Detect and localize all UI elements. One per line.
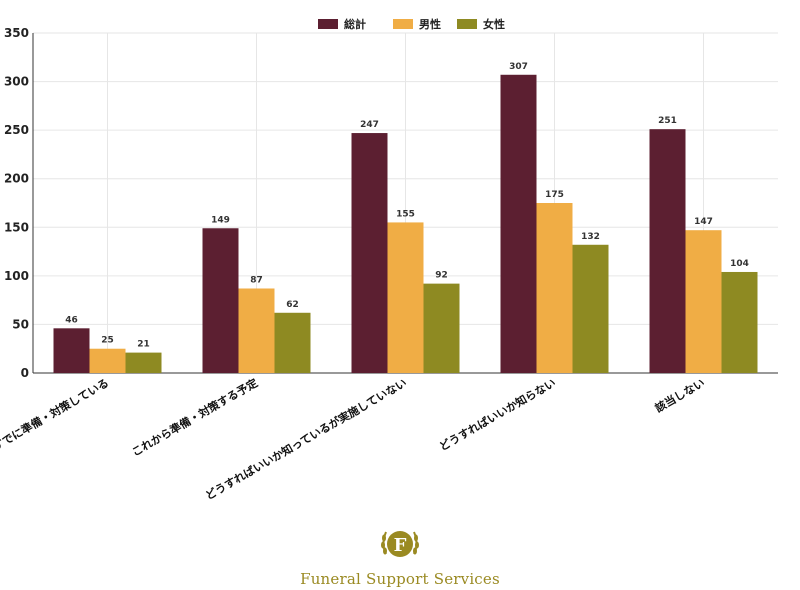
data-label: 149	[211, 215, 230, 225]
bar	[500, 74, 537, 374]
x-tick-label: これから準備・対策する予定	[129, 375, 260, 459]
y-tick-label: 150	[4, 220, 29, 234]
bar	[536, 203, 573, 373]
bar	[351, 133, 388, 373]
bar	[685, 230, 722, 373]
bar	[125, 352, 162, 373]
data-label: 21	[137, 340, 150, 350]
data-label: 62	[286, 300, 299, 310]
data-label: 247	[360, 120, 379, 130]
x-tick-label: 該当しない	[652, 375, 707, 415]
company-logo: F Funeral Support Services	[0, 524, 800, 588]
data-label: 155	[396, 209, 415, 219]
logo-letter: F	[394, 535, 407, 556]
y-tick-label: 100	[4, 269, 29, 283]
bar	[572, 244, 609, 373]
bar	[423, 283, 460, 373]
data-label: 25	[101, 336, 114, 346]
data-label: 132	[581, 232, 600, 242]
data-label: 104	[730, 259, 749, 269]
data-label: 92	[435, 271, 448, 281]
y-tick-label: 300	[4, 75, 29, 89]
laurel-emblem-icon: F	[381, 531, 419, 557]
bar	[721, 271, 758, 373]
x-tick-label: すでに準備・対策している	[0, 375, 111, 453]
y-tick-label: 350	[4, 26, 29, 40]
data-label: 87	[250, 275, 263, 285]
legend-label: 総計	[344, 17, 366, 31]
legend-swatch	[318, 19, 338, 29]
data-label: 147	[694, 217, 713, 227]
data-label: 46	[65, 315, 78, 325]
data-label: 175	[545, 190, 564, 200]
bar	[238, 288, 275, 373]
legend-swatch	[457, 19, 477, 29]
legend-label: 男性	[419, 17, 441, 31]
y-tick-label: 200	[4, 172, 29, 186]
data-label: 251	[658, 116, 677, 126]
bar	[274, 312, 311, 373]
bar	[202, 228, 239, 373]
bar	[649, 129, 686, 373]
data-label: 307	[509, 62, 528, 72]
y-tick-label: 0	[21, 366, 29, 380]
bar	[53, 328, 90, 373]
logo-text: Funeral Support Services	[300, 570, 500, 588]
legend-label: 女性	[483, 17, 505, 31]
legend-swatch	[393, 19, 413, 29]
y-tick-label: 50	[12, 317, 29, 331]
y-tick-label: 250	[4, 123, 29, 137]
bar	[387, 222, 424, 373]
bar	[89, 348, 126, 373]
x-tick-label: どうすればいいか知らない	[437, 375, 558, 453]
